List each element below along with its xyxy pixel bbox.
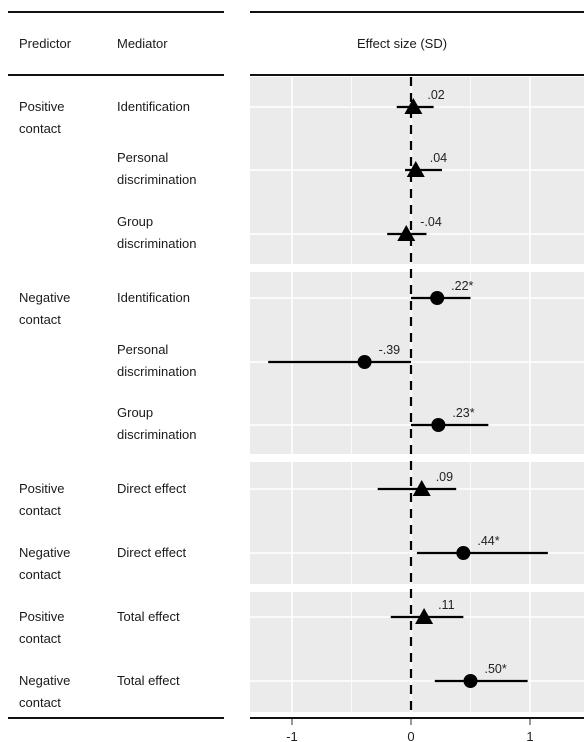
- predictor-cell: Negative contact: [19, 673, 71, 710]
- mediator-cell: Identification: [117, 99, 190, 114]
- estimate-label: .04: [430, 151, 447, 165]
- estimate-circle-marker: [456, 546, 471, 560]
- x-tick-label: -1: [286, 729, 298, 742]
- estimate-circle-marker: [430, 291, 445, 305]
- mediator-cell: Personal discrimination: [117, 150, 197, 187]
- x-tick-label: 1: [526, 729, 533, 742]
- mediator-cell: Total effect: [117, 673, 180, 688]
- estimate-label: .02: [427, 88, 444, 102]
- mediator-header: Mediator: [117, 36, 168, 51]
- estimate-circle-marker: [463, 674, 478, 688]
- mediator-cell: Personal discrimination: [117, 342, 197, 379]
- panel-background: [250, 592, 584, 712]
- estimate-label: -.39: [379, 343, 401, 357]
- header-top-rule-right: [250, 11, 584, 13]
- estimate-label: -.04: [420, 215, 442, 229]
- mediator-cell: Group discrimination: [117, 214, 197, 251]
- estimate-label: .22*: [451, 279, 473, 293]
- predictor-cell: Negative contact: [19, 545, 71, 582]
- mediator-cell: Identification: [117, 290, 190, 305]
- effect-size-header: Effect size (SD): [357, 36, 448, 51]
- predictor-cell: Positive contact: [19, 609, 65, 646]
- header-bottom-rule-left: [8, 74, 224, 76]
- estimate-triangle-marker: [415, 608, 434, 624]
- footer-rule-left: [8, 717, 224, 719]
- estimate-circle-marker: [357, 355, 372, 369]
- estimate-label: .11: [438, 598, 454, 612]
- mediator-cell: Direct effect: [117, 481, 187, 496]
- panel-background: [250, 462, 584, 584]
- estimate-triangle-marker: [406, 161, 425, 177]
- x-tick-label: 0: [407, 729, 414, 742]
- estimate-label: .50*: [485, 662, 507, 676]
- predictor-cell: Negative contact: [19, 290, 71, 327]
- estimate-label: .44*: [477, 534, 499, 548]
- estimate-label: .09: [436, 470, 453, 484]
- predictor-header: Predictor: [19, 36, 72, 51]
- predictor-cell: Positive contact: [19, 481, 65, 518]
- estimate-triangle-marker: [397, 225, 416, 241]
- header-top-rule-left: [8, 11, 224, 13]
- estimate-triangle-marker: [404, 98, 423, 114]
- header-bottom-rule-right: [250, 74, 584, 76]
- footer-rule-right: [250, 717, 584, 719]
- mediator-cell: Group discrimination: [117, 405, 197, 442]
- estimate-triangle-marker: [412, 480, 431, 496]
- mediator-cell: Total effect: [117, 609, 180, 624]
- mediator-cell: Direct effect: [117, 545, 187, 560]
- predictor-cell: Positive contact: [19, 99, 65, 136]
- estimate-label: .23*: [452, 406, 474, 420]
- estimate-circle-marker: [431, 418, 446, 432]
